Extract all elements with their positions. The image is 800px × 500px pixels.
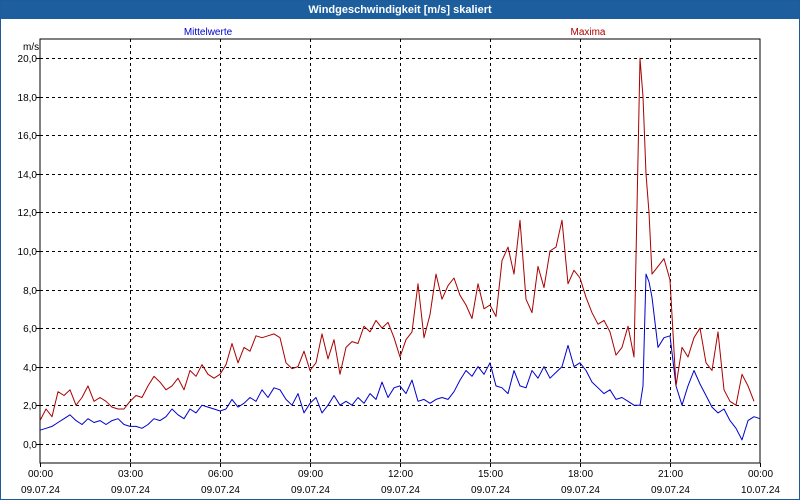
x-tick-date: 09.07.24 [561,485,600,496]
y-tick-label: 14,0 [18,170,38,181]
x-tick-time: 09:00 [298,469,323,480]
x-tick-date: 10.07.24 [741,485,780,496]
x-tick-time: 21:00 [658,469,683,480]
x-tick-date: 09.07.24 [291,485,330,496]
x-tick-time: 00:00 [28,469,53,480]
x-tick-time: 03:00 [118,469,143,480]
x-tick-time: 12:00 [388,469,413,480]
x-tick-time: 18:00 [568,469,593,480]
x-tick-date: 09.07.24 [21,485,60,496]
y-tick-label: 4,0 [23,363,37,374]
x-tick-date: 09.07.24 [111,485,150,496]
chart-title: Windgeschwindigkeit [m/s] skaliert [1,1,799,19]
legend-mittelwerte: Mittelwerte [184,27,233,38]
series-line-maxima [39,57,755,421]
y-tick-label: 18,0 [18,93,38,104]
x-tick-time: 00:00 [748,469,773,480]
x-tick-date: 09.07.24 [471,485,510,496]
y-tick-label: 12,0 [18,208,38,219]
legend-maxima: Maxima [570,27,605,38]
y-tick-label: 2,0 [23,401,37,412]
y-tick-label: 8,0 [23,286,37,297]
axes [36,38,761,467]
series-lines [39,57,761,441]
y-tick-label: 0,0 [23,440,37,451]
x-tick-time: 15:00 [478,469,503,480]
y-tick-label: 16,0 [18,131,38,142]
labels: 0,0 2,0 4,0 6,0 8,0 10,0 12,0 14,0 16,0 18,0 20,0m… [18,27,781,496]
y-tick-label: 20,0 [18,54,38,65]
x-tick-date: 09.07.24 [381,485,420,496]
y-axis-label: m/s [23,42,39,53]
y-tick-label: 10,0 [18,247,38,258]
series-line-mittelwerte [39,273,761,441]
y-tick-label: 6,0 [23,324,37,335]
x-tick-time: 06:00 [208,469,233,480]
x-tick-date: 09.07.24 [651,485,690,496]
grid [40,39,760,463]
x-tick-date: 09.07.24 [201,485,240,496]
